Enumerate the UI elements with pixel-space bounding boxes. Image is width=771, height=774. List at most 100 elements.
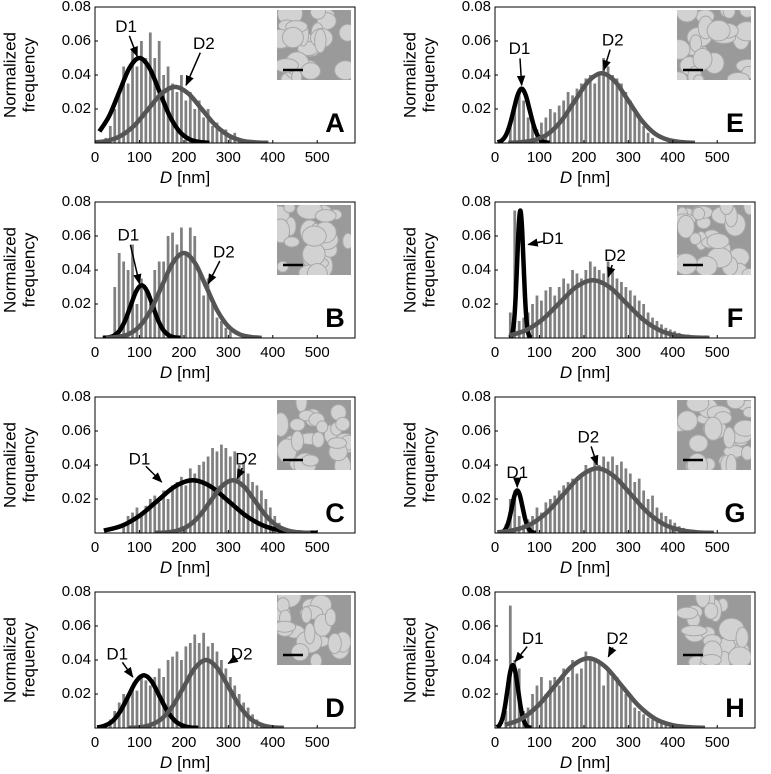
bar xyxy=(144,505,148,533)
inset-grain xyxy=(703,416,723,441)
curve-label: D1 xyxy=(506,463,528,482)
bar xyxy=(140,41,143,143)
bar xyxy=(646,499,650,533)
inset-grain xyxy=(277,260,289,273)
inset-grain xyxy=(306,262,328,275)
curve-label: D2 xyxy=(602,30,624,49)
x-tick-label: 0 xyxy=(491,539,499,556)
bar xyxy=(548,499,552,533)
bar xyxy=(628,473,632,533)
bar xyxy=(526,707,530,728)
bar xyxy=(637,117,641,143)
fit-curve xyxy=(105,250,262,338)
bar xyxy=(580,668,583,728)
inset-grain xyxy=(719,205,734,216)
bar xyxy=(562,100,566,143)
bar xyxy=(171,485,174,533)
curve-label: D2 xyxy=(577,427,599,446)
x-tick-label: 300 xyxy=(616,539,641,556)
y-tick-label: 0.04 xyxy=(462,261,491,278)
bar xyxy=(597,270,601,338)
bar xyxy=(220,132,223,143)
bar xyxy=(531,126,534,143)
bar xyxy=(144,58,148,143)
y-tick-label: 0.06 xyxy=(462,422,491,439)
x-axis-unit: [nm] xyxy=(177,753,210,772)
bar xyxy=(113,287,117,338)
bar xyxy=(593,266,597,338)
inset-grain xyxy=(689,232,702,246)
inset-grain xyxy=(677,606,699,620)
inset-grain xyxy=(334,60,351,80)
bar xyxy=(140,512,143,533)
bar xyxy=(228,331,232,338)
inset-grain xyxy=(727,646,751,665)
bar xyxy=(242,461,246,533)
bar xyxy=(615,465,619,533)
x-tick-label: 500 xyxy=(305,734,330,751)
bar xyxy=(126,270,130,338)
bar xyxy=(197,270,201,338)
bar xyxy=(206,109,210,143)
x-tick-label: 200 xyxy=(571,734,596,751)
x-tick-label: 400 xyxy=(260,344,285,361)
fit-curve xyxy=(508,71,696,143)
bar xyxy=(557,490,561,533)
x-tick-label: 100 xyxy=(127,344,152,361)
curve-label: D1 xyxy=(117,225,139,244)
y-tick-label: 0.08 xyxy=(462,0,491,15)
fit-curve xyxy=(96,673,199,728)
bar xyxy=(633,295,637,338)
panel: D1 D2 0 100 200 300 400 500 0.02 0.04 0.06 0.08 D [nm… xyxy=(400,583,756,772)
y-tick-label: 0.08 xyxy=(462,388,491,405)
bar xyxy=(126,83,130,143)
inset-image xyxy=(677,400,751,470)
bar xyxy=(664,724,668,728)
bar xyxy=(544,694,548,728)
inset-grain xyxy=(314,209,337,223)
y-tick-label: 0.02 xyxy=(62,685,91,702)
x-tick-label: 100 xyxy=(127,149,152,166)
bar xyxy=(584,270,588,338)
bar xyxy=(593,660,597,728)
bar xyxy=(175,482,179,533)
x-tick-label: 0 xyxy=(91,539,99,556)
inset-grain xyxy=(314,28,327,54)
y-tick-label: 0.02 xyxy=(462,100,491,117)
x-tick-label: 400 xyxy=(260,539,285,556)
inset-grain xyxy=(311,431,325,448)
bar xyxy=(513,109,517,143)
bar xyxy=(233,685,237,728)
bar xyxy=(224,668,228,728)
bar xyxy=(140,677,143,728)
bar xyxy=(646,717,650,728)
x-axis-label: D [nm] xyxy=(160,753,210,772)
bar xyxy=(180,476,183,533)
bar xyxy=(162,261,166,338)
inset-image xyxy=(277,205,351,275)
bar xyxy=(171,83,174,143)
y-tick-label: 0.04 xyxy=(62,66,91,83)
fit-curve xyxy=(154,478,311,533)
x-axis-variable: D xyxy=(560,363,572,382)
bar xyxy=(566,92,570,143)
fit-curve xyxy=(508,208,533,338)
bar xyxy=(553,295,557,338)
bar xyxy=(224,327,228,338)
inset-grain xyxy=(688,434,709,453)
panel-label: F xyxy=(727,303,744,333)
curve-label: D1 xyxy=(542,229,564,248)
bar xyxy=(175,244,179,338)
y-tick-label: 0.08 xyxy=(462,583,491,600)
bar xyxy=(602,456,606,533)
fit-curve xyxy=(496,86,550,143)
inset-image xyxy=(677,595,751,665)
bar xyxy=(580,83,583,143)
inset-grain xyxy=(703,602,719,620)
x-tick-label: 0 xyxy=(91,149,99,166)
inset-grain xyxy=(733,419,751,437)
y-tick-label: 0.06 xyxy=(462,32,491,49)
annotation-arrow xyxy=(607,646,617,658)
bar xyxy=(140,278,143,338)
bar xyxy=(620,685,623,728)
